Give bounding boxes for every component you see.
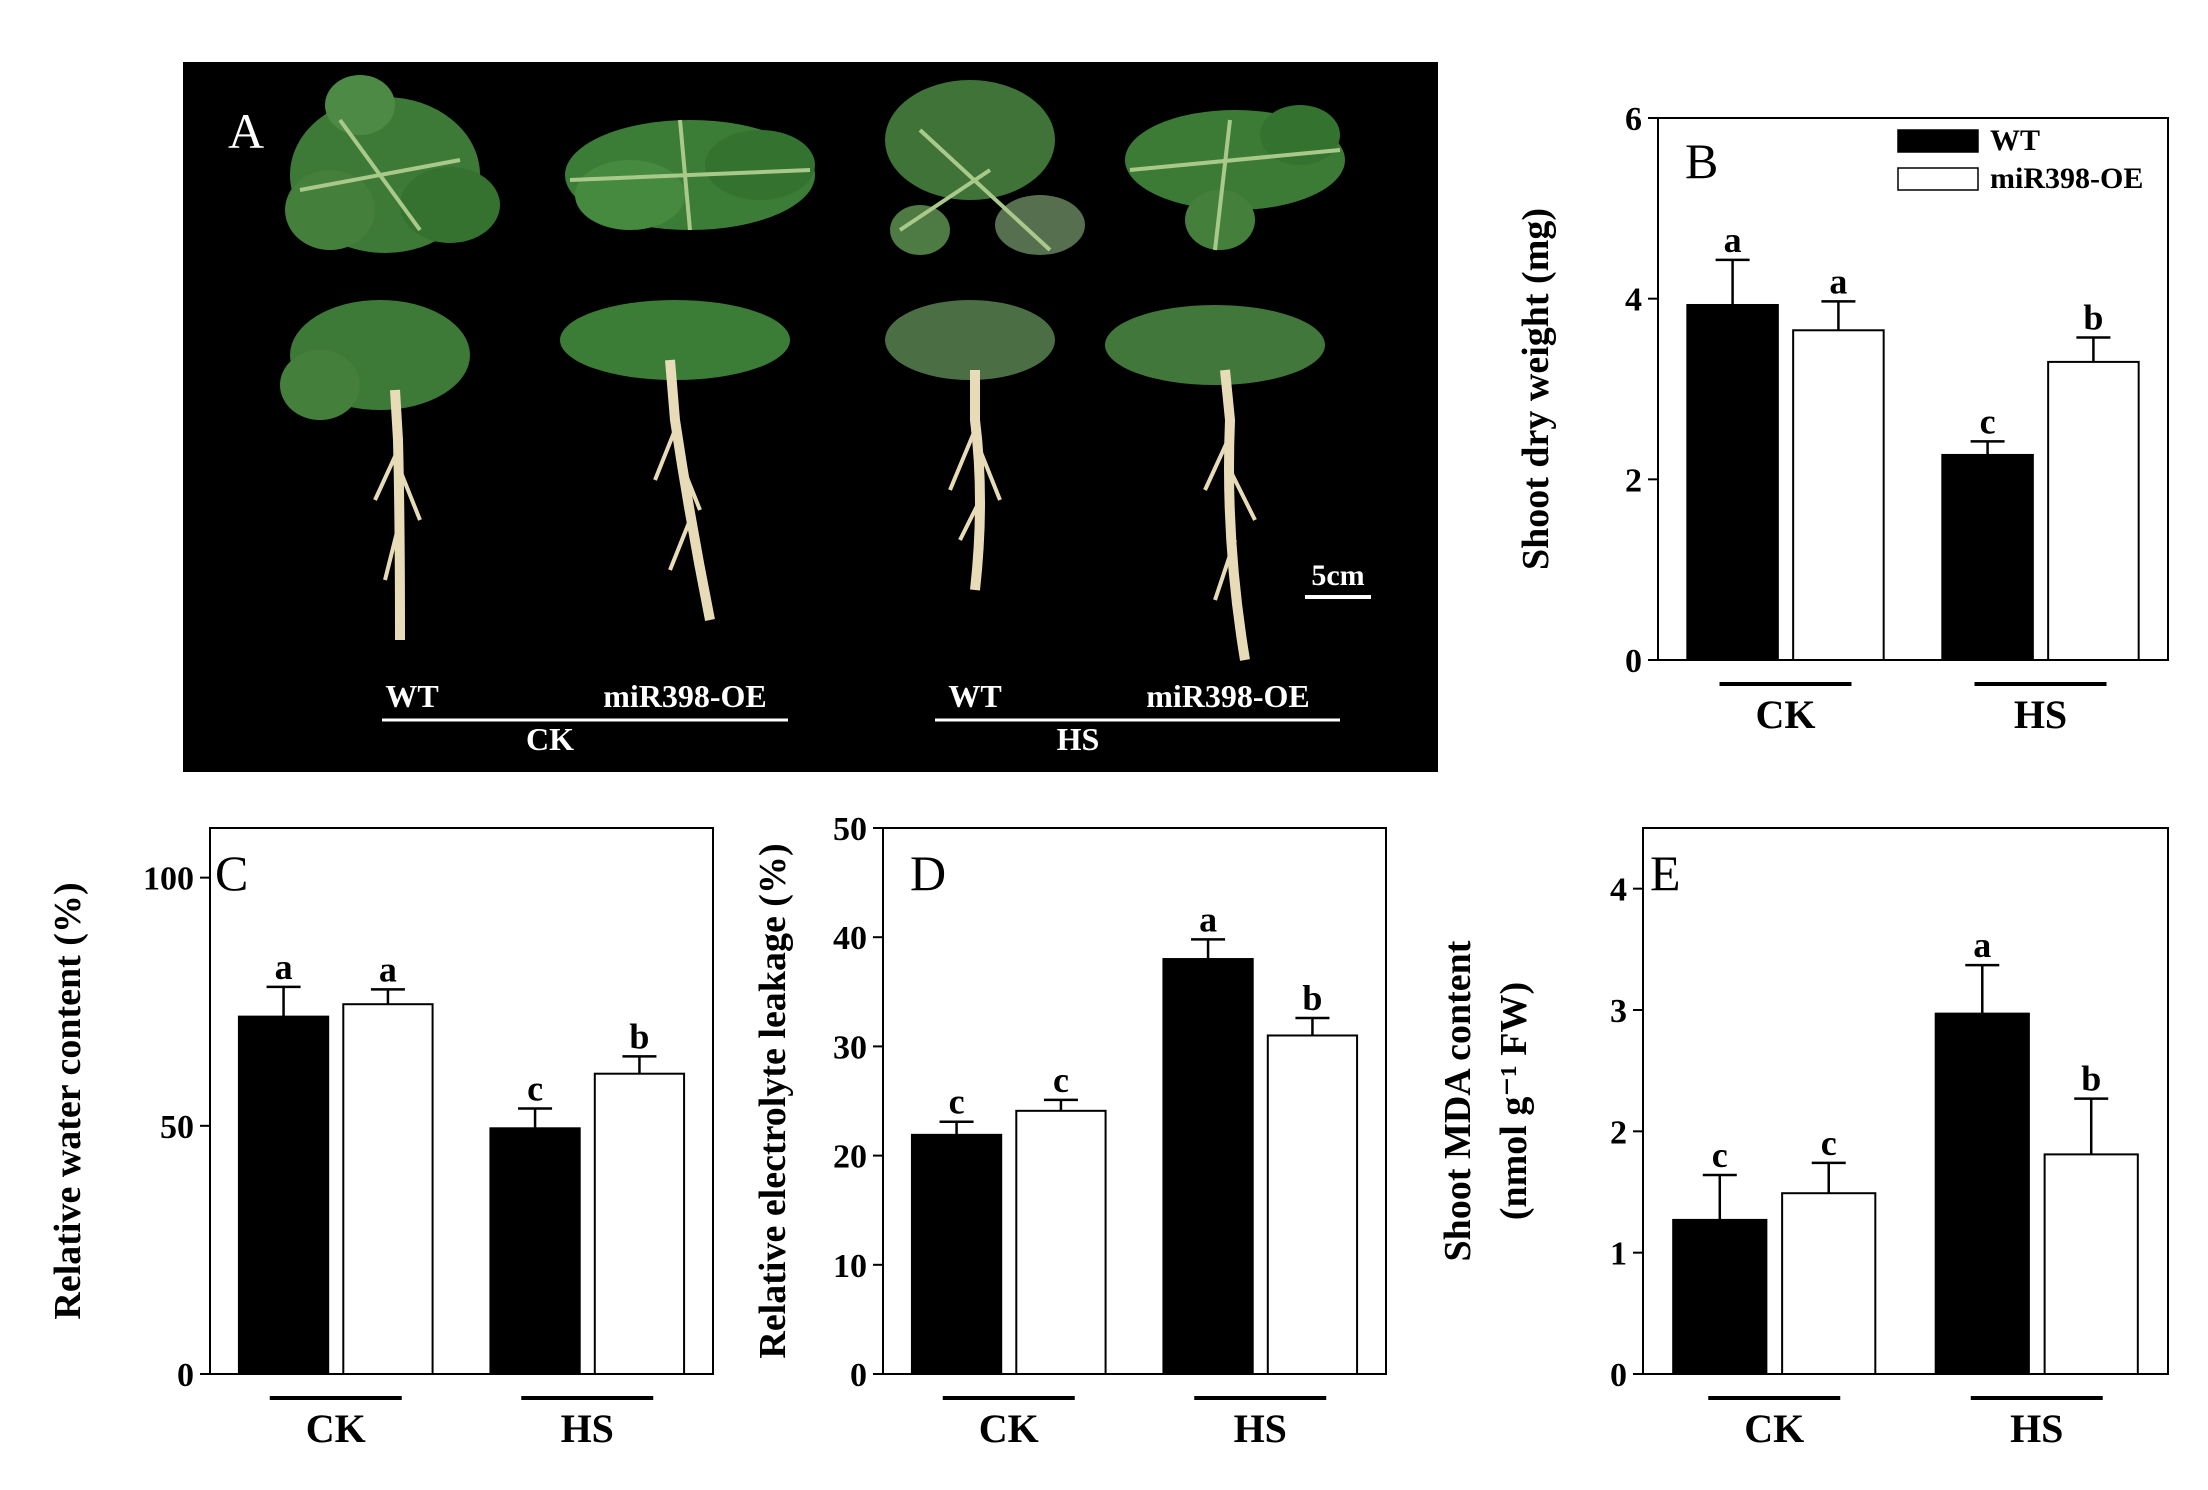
category-label: CK xyxy=(1744,1406,1804,1451)
significance-letter: c xyxy=(1712,1135,1728,1175)
plant-images xyxy=(280,75,1345,661)
plant-ck-wt-whole xyxy=(280,300,470,641)
bar-mir398-oe-ck xyxy=(342,1003,434,1376)
significance-letter: c xyxy=(1053,1060,1069,1100)
bar-wt-ck xyxy=(1672,1218,1768,1375)
bar-mir398-oe-hs xyxy=(2043,1153,2139,1376)
category-label: HS xyxy=(561,1406,614,1451)
plant-hs-oe-whole xyxy=(1105,305,1325,661)
y-tick-label: 4 xyxy=(1610,872,1627,909)
significance-letter: b xyxy=(629,1016,649,1056)
significance-letter: c xyxy=(1821,1123,1837,1163)
plot-frame xyxy=(209,827,714,1375)
bar-mir398-oe-ck xyxy=(1781,1192,1877,1376)
plant-hs-wt-whole xyxy=(885,300,1055,591)
legend-label: miR398-OE xyxy=(1990,162,2143,195)
y-tick-label: 50 xyxy=(833,811,867,848)
chart-e: 0 1 2 3 4 E Shoot MDA content (nmol g⁻¹ FW) c c CK… xyxy=(1437,827,2169,1451)
y-tick-label: 4 xyxy=(1625,282,1642,319)
chart-c: 0 50 100 C Relative water content (%) a a CK c b H… xyxy=(47,827,714,1451)
y-tick-label: 20 xyxy=(833,1139,867,1176)
panel-letter: E xyxy=(1650,845,1681,901)
y-axis-label: Shoot dry weight (mg) xyxy=(1515,208,1557,570)
y-axis-label: Relative electrolyte leakage (%) xyxy=(752,843,794,1358)
significance-letter: a xyxy=(1829,261,1847,301)
category-label: HS xyxy=(1234,1406,1287,1451)
significance-letter: a xyxy=(1724,220,1742,260)
chart-b: 0 2 4 6 B Shoot dry weight (mg) a a CK c b HS WT miR3… xyxy=(1515,101,2169,737)
bar-wt-ck xyxy=(1686,303,1779,661)
plant-ck-oe-whole xyxy=(560,300,790,621)
y-axis-label: (nmol g⁻¹ FW) xyxy=(1493,982,1535,1220)
panel-letter: C xyxy=(215,845,248,901)
y-tick-label: 3 xyxy=(1610,993,1627,1030)
y-tick-label: 10 xyxy=(833,1248,867,1285)
y-axis-label: Relative water content (%) xyxy=(47,882,89,1319)
bar-mir398-oe-ck xyxy=(1792,329,1885,661)
significance-letter: c xyxy=(527,1068,543,1108)
significance-letter: a xyxy=(1199,899,1217,939)
significance-letter: a xyxy=(379,949,397,989)
bar-wt-ck xyxy=(910,1133,1003,1376)
photo-group-ck: CK xyxy=(526,721,574,757)
significance-letter: a xyxy=(275,947,293,987)
photo-group-hs: HS xyxy=(1057,721,1100,757)
panel-a-letter: A xyxy=(228,103,264,159)
photo-label-ck-oe: miR398-OE xyxy=(603,678,767,714)
bar-wt-hs xyxy=(489,1127,581,1376)
significance-letter: b xyxy=(2081,1059,2101,1099)
y-tick-label: 1 xyxy=(1610,1236,1627,1273)
chart-d: 0 10 20 30 40 50 D Relative electrolyte leakage… xyxy=(752,811,1387,1451)
plant-ck-oe-top xyxy=(565,119,815,231)
y-tick-label: 2 xyxy=(1610,1114,1627,1151)
photo-label-hs-oe: miR398-OE xyxy=(1146,678,1310,714)
significance-letter: b xyxy=(2083,298,2103,338)
bar-wt-hs xyxy=(1934,1012,2030,1375)
plot-frame xyxy=(1657,117,2169,661)
bar-mir398-oe-hs xyxy=(1266,1034,1359,1375)
plot-frame xyxy=(1642,827,2169,1375)
category-label: CK xyxy=(979,1406,1039,1451)
y-tick-label: 0 xyxy=(850,1357,867,1394)
bar-mir398-oe-hs xyxy=(2047,360,2140,661)
y-axis-label: Shoot MDA content xyxy=(1437,940,1479,1261)
y-tick-label: 6 xyxy=(1625,101,1642,138)
plant-ck-wt-top xyxy=(285,75,500,253)
significance-letter: c xyxy=(949,1082,965,1122)
legend-swatch xyxy=(1897,167,1979,191)
bar-wt-ck xyxy=(237,1015,330,1375)
plot-frame xyxy=(882,827,1387,1375)
legend-label: WT xyxy=(1990,124,2040,157)
category-label: HS xyxy=(2014,692,2067,737)
bar-wt-hs xyxy=(1162,958,1254,1375)
plant-hs-wt-top xyxy=(885,80,1085,255)
legend-swatch xyxy=(1897,129,1979,153)
y-tick-label: 30 xyxy=(833,1029,867,1066)
y-tick-label: 50 xyxy=(160,1109,194,1146)
y-tick-label: 0 xyxy=(177,1357,194,1394)
significance-letter: c xyxy=(1980,401,1996,441)
plant-hs-oe-top xyxy=(1125,105,1345,251)
significance-letter: a xyxy=(1973,925,1991,965)
significance-letter: b xyxy=(1302,978,1322,1018)
category-label: HS xyxy=(2010,1406,2063,1451)
photo-label-hs-wt: WT xyxy=(948,678,1001,714)
photo-label-ck-wt: WT xyxy=(385,678,438,714)
y-tick-label: 100 xyxy=(143,861,194,898)
panel-a-photo: A xyxy=(183,62,1438,772)
bar-mir398-oe-ck xyxy=(1015,1109,1107,1375)
panel-letter: D xyxy=(910,845,946,901)
category-label: CK xyxy=(306,1406,366,1451)
bar-mir398-oe-hs xyxy=(593,1072,686,1375)
y-tick-label: 0 xyxy=(1625,643,1642,680)
y-tick-label: 40 xyxy=(833,920,867,957)
scale-bar-label: 5cm xyxy=(1311,559,1364,592)
y-tick-label: 0 xyxy=(1610,1357,1627,1394)
charts: 0 2 4 6 B Shoot dry weight (mg) a a CK c b HS WT miR3… xyxy=(47,101,2169,1451)
bar-wt-hs xyxy=(1941,453,2034,661)
panel-letter: B xyxy=(1685,133,1718,189)
y-tick-label: 2 xyxy=(1625,462,1642,499)
category-label: CK xyxy=(1756,692,1816,737)
